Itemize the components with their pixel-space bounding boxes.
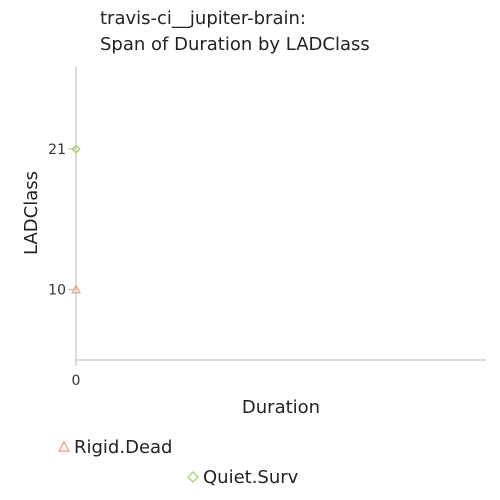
legend: Rigid.Dead Quiet.Surv bbox=[57, 437, 299, 488]
y-axis-label: LADClass bbox=[21, 171, 42, 255]
legend-marker-rigid-dead bbox=[57, 440, 71, 452]
y-tick-label: 10 bbox=[48, 283, 66, 299]
legend-marker-quiet-surv bbox=[187, 471, 199, 483]
chart-title-line-2: Span of Duration by LADClass bbox=[100, 34, 370, 55]
y-ticks: 10 21 bbox=[48, 142, 76, 299]
x-tick-label: 0 bbox=[72, 373, 81, 389]
legend-label-quiet-surv: Quiet.Surv bbox=[203, 467, 299, 488]
y-tick-label: 21 bbox=[48, 142, 66, 158]
point-rigid-dead bbox=[70, 283, 82, 294]
legend-label-rigid-dead: Rigid.Dead bbox=[74, 437, 172, 458]
x-axis-label: Duration bbox=[242, 397, 320, 418]
point-quiet-surv bbox=[71, 144, 81, 154]
chart-title-line-1: travis-ci__jupiter-brain: bbox=[100, 8, 306, 29]
x-ticks: 0 bbox=[72, 360, 81, 389]
data-points bbox=[70, 144, 82, 294]
